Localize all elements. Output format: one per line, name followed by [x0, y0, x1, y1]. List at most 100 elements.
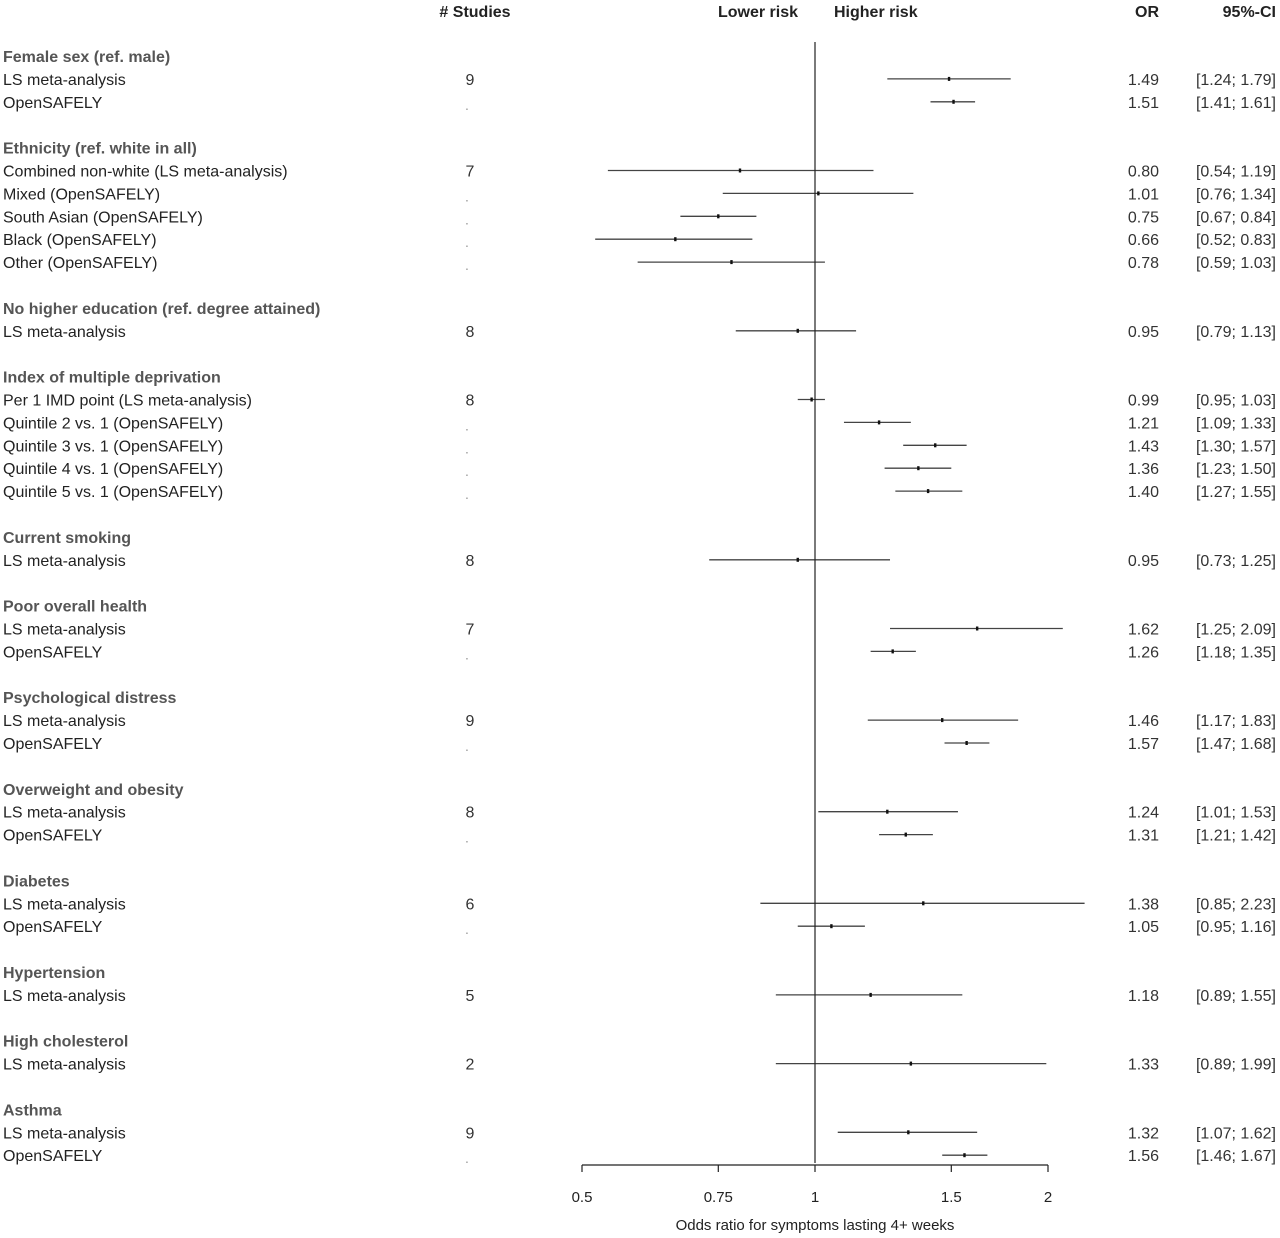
or-value: 1.18 — [1128, 988, 1159, 1005]
x-tick-label: 0.5 — [572, 1189, 593, 1206]
group-label: Overweight and obesity — [3, 782, 184, 799]
group-row: Asthma — [3, 1102, 62, 1119]
studies-count: 5 — [466, 988, 475, 1005]
ci-value: [0.95; 1.03] — [1196, 393, 1276, 410]
group-row: Poor overall health — [3, 599, 147, 616]
or-value: 1.62 — [1128, 622, 1159, 639]
ci-value: [0.76; 1.34] — [1196, 186, 1276, 203]
point-estimate — [738, 168, 742, 173]
group-row: Diabetes — [3, 873, 70, 890]
point-estimate — [965, 741, 968, 745]
ci-value: [1.09; 1.33] — [1196, 415, 1276, 432]
table-row: LS meta-analysis 9 1.46 [1.17; 1.83] — [3, 713, 1276, 730]
studies-count: 9 — [466, 72, 475, 89]
row-label: LS meta-analysis — [3, 1057, 126, 1074]
ci-value: [1.46; 1.67] — [1196, 1148, 1276, 1165]
point-estimate — [947, 76, 951, 81]
group-row: Ethnicity (ref. white in all) — [3, 141, 197, 158]
studies-count: 6 — [466, 896, 475, 913]
table-row: LS meta-analysis 8 1.24 [1.01; 1.53] — [3, 805, 1276, 822]
table-row: Quintile 4 vs. 1 (OpenSAFELY). 1.36 [1.23;… — [3, 461, 1276, 479]
header-lower-risk: Lower risk — [718, 4, 798, 21]
studies-count: . — [465, 417, 469, 433]
ci-value: [0.89; 1.99] — [1196, 1057, 1276, 1074]
point-estimate — [907, 1130, 910, 1135]
studies-count: . — [465, 830, 469, 846]
row-label: Quintile 2 vs. 1 (OpenSAFELY) — [3, 415, 223, 432]
ci-value: [0.89; 1.55] — [1196, 988, 1276, 1005]
ci-value: [0.59; 1.03] — [1196, 255, 1276, 272]
studies-count: 8 — [466, 805, 475, 822]
row-label: Quintile 3 vs. 1 (OpenSAFELY) — [3, 438, 223, 455]
group-row: Psychological distress — [3, 690, 177, 707]
x-axis-label: Odds ratio for symptoms lasting 4+ weeks — [676, 1217, 955, 1234]
or-value: 1.26 — [1128, 644, 1159, 661]
or-value: 1.49 — [1128, 72, 1159, 89]
or-value: 1.24 — [1128, 805, 1159, 822]
point-estimate — [891, 649, 894, 654]
studies-count: . — [465, 1150, 469, 1166]
table-row: LS meta-analysis 8 0.95 [0.73; 1.25] — [3, 553, 1276, 570]
studies-count: 9 — [466, 1125, 475, 1142]
table-row: LS meta-analysis 7 1.62 [1.25; 2.09] — [3, 622, 1276, 639]
studies-count: . — [465, 738, 469, 754]
studies-count: 2 — [466, 1057, 475, 1074]
row-label: OpenSAFELY — [3, 736, 103, 753]
ci-value: [1.17; 1.83] — [1196, 713, 1276, 730]
point-estimate — [904, 832, 907, 837]
studies-count: . — [465, 463, 469, 479]
or-value: 1.57 — [1128, 736, 1159, 753]
row-label: LS meta-analysis — [3, 324, 126, 341]
or-value: 0.66 — [1128, 232, 1159, 249]
row-label: LS meta-analysis — [3, 896, 126, 913]
table-row: Quintile 5 vs. 1 (OpenSAFELY). 1.40 [1.27;… — [3, 484, 1276, 502]
group-label: Asthma — [3, 1102, 62, 1119]
ci-value: [0.79; 1.13] — [1196, 324, 1276, 341]
ci-value: [1.41; 1.61] — [1196, 95, 1276, 112]
point-estimate — [941, 718, 944, 723]
row-label: OpenSAFELY — [3, 919, 103, 936]
ci-value: [0.54; 1.19] — [1196, 164, 1276, 181]
header-or: OR — [1135, 4, 1159, 21]
table-row: LS meta-analysis 6 1.38 [0.85; 2.23] — [3, 896, 1276, 913]
or-value: 1.01 — [1128, 186, 1159, 203]
group-label: Poor overall health — [3, 599, 147, 616]
table-row: LS meta-analysis 5 1.18 [0.89; 1.55] — [3, 988, 1276, 1005]
point-estimate — [952, 99, 955, 104]
or-value: 1.36 — [1128, 461, 1159, 478]
table-row: LS meta-analysis 2 1.33 [0.89; 1.99] — [3, 1057, 1276, 1074]
ci-value: [1.25; 2.09] — [1196, 622, 1276, 639]
table-row: Quintile 3 vs. 1 (OpenSAFELY). 1.43 [1.30;… — [3, 438, 1276, 456]
or-value: 0.95 — [1128, 324, 1159, 341]
group-label: Current smoking — [3, 530, 131, 547]
group-row: Current smoking — [3, 530, 131, 547]
header-studies: # Studies — [439, 4, 510, 21]
table-row: OpenSAFELY. 1.31 [1.21; 1.42] — [3, 828, 1276, 846]
point-estimate — [869, 992, 872, 997]
table-row: Quintile 2 vs. 1 (OpenSAFELY). 1.21 [1.09;… — [3, 415, 1276, 433]
table-row: OpenSAFELY. 1.56 [1.46; 1.67] — [3, 1148, 1276, 1166]
ci-value: [1.30; 1.57] — [1196, 438, 1276, 455]
studies-count: . — [465, 211, 469, 227]
ci-value: [1.21; 1.42] — [1196, 828, 1276, 845]
point-estimate — [917, 466, 920, 471]
table-row: OpenSAFELY. 1.51 [1.41; 1.61] — [3, 95, 1276, 113]
row-label: Combined non-white (LS meta-analysis) — [3, 164, 288, 181]
point-estimate — [674, 237, 677, 242]
point-estimate — [830, 924, 833, 929]
row-label: Quintile 4 vs. 1 (OpenSAFELY) — [3, 461, 223, 478]
row-label: Per 1 IMD point (LS meta-analysis) — [3, 393, 252, 410]
studies-count: 7 — [466, 622, 475, 639]
table-row: OpenSAFELY. 1.05 [0.95; 1.16] — [3, 919, 1276, 937]
point-estimate — [886, 809, 889, 814]
group-label: Psychological distress — [3, 690, 177, 707]
point-estimate — [810, 397, 813, 402]
ci-value: [1.23; 1.50] — [1196, 461, 1276, 478]
row-label: LS meta-analysis — [3, 805, 126, 822]
or-value: 0.75 — [1128, 209, 1159, 226]
point-estimate — [963, 1153, 966, 1158]
row-label: OpenSAFELY — [3, 644, 103, 661]
ci-value: [0.95; 1.16] — [1196, 919, 1276, 936]
or-value: 1.05 — [1128, 919, 1159, 936]
